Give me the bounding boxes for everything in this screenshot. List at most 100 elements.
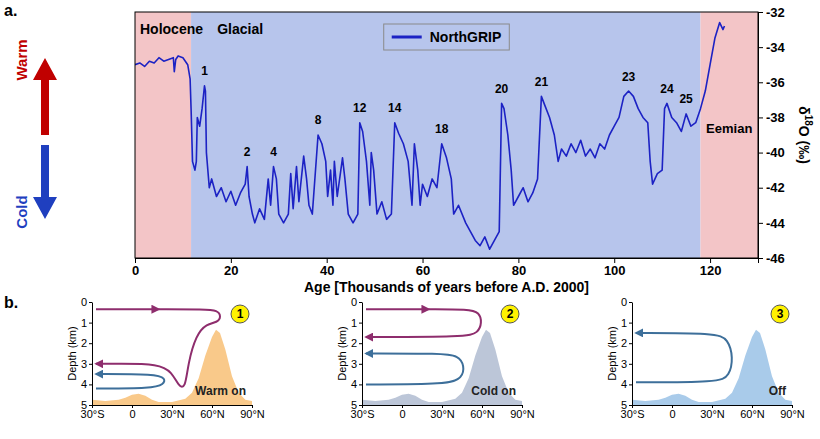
annotation: 1 [201, 64, 208, 78]
tick-mark [359, 323, 362, 324]
tick-label: 4 [351, 378, 357, 390]
badge-number: 2 [507, 307, 514, 321]
panel-label: a. [4, 2, 17, 19]
axis: 012345 [81, 296, 93, 411]
tick-label: 30°N [430, 408, 455, 420]
badge [231, 305, 249, 323]
direction-label: Warm [13, 39, 30, 80]
tick-label: 0 [129, 408, 135, 420]
plot-area [135, 12, 758, 258]
legend-box [384, 24, 510, 50]
tick-label: 60 [416, 263, 430, 278]
tick: 3 [621, 358, 632, 370]
tick-label: 80 [512, 263, 526, 278]
tick-label: 30°N [160, 408, 185, 420]
tick: 0 [621, 296, 632, 308]
region [135, 12, 191, 258]
diagram-plot-area [362, 309, 522, 405]
tick-label: 0 [399, 408, 405, 420]
tick-label: 90°N [780, 408, 805, 420]
tick-label: 5 [621, 399, 627, 411]
circulation-arrow [636, 333, 732, 382]
tick: 30°N [430, 405, 455, 420]
tick-label: 90°N [240, 408, 265, 420]
axis-line [759, 13, 764, 259]
tick: 80 [512, 258, 526, 278]
tick-mark [758, 12, 763, 13]
tick: 90°N [240, 405, 265, 420]
tick-mark [629, 323, 632, 324]
annotation: 8 [315, 113, 322, 127]
y-axis-title: Depth (km) [606, 326, 618, 380]
tick: 2 [81, 337, 92, 349]
region-label: Holocene [140, 21, 203, 37]
tick: 2 [621, 337, 632, 349]
annotation: 2 [244, 145, 251, 159]
tick: 4 [621, 378, 632, 390]
diagram-plot-area [632, 330, 792, 405]
annotation: 18 [435, 122, 449, 136]
tick: 0 [669, 405, 675, 420]
tick-label: 20 [224, 263, 238, 278]
legend: NorthGRIP [384, 24, 510, 50]
tick-label: 0 [669, 408, 675, 420]
axis-line [632, 303, 633, 406]
tick: -38 [758, 110, 785, 125]
tick-mark [758, 47, 763, 48]
tick-mark [89, 302, 92, 303]
axis-line [362, 303, 363, 406]
tick-label: -34 [766, 40, 786, 55]
tick-label: 60°N [200, 408, 225, 420]
diagram-panel: 30°S030°N60°N90°N012345Depth (km)1Warm o… [66, 296, 265, 420]
seafloor [632, 330, 792, 405]
tick: -46 [758, 251, 785, 266]
panel-title: Off [769, 384, 787, 398]
tick-mark [629, 384, 632, 385]
tick: 3 [351, 358, 362, 370]
tick: 0 [129, 405, 135, 420]
tick-label: 0 [351, 296, 357, 308]
panel-title: Cold on [471, 384, 516, 398]
tick: 4 [81, 378, 92, 390]
tick-label: -46 [766, 251, 785, 266]
diagram-panel: 30°S030°N60°N90°N012345Depth (km)3Off [606, 296, 805, 420]
tick-mark [758, 188, 763, 189]
tick-label: -40 [766, 145, 785, 160]
tick-label: 90°N [510, 408, 535, 420]
text-part: O (‰) [796, 126, 812, 164]
tick-mark [629, 364, 632, 365]
direction-arrow [33, 58, 57, 135]
tick: 90°N [510, 405, 535, 420]
region [191, 12, 700, 258]
tick: 60 [416, 258, 430, 278]
tick-label: -32 [766, 5, 785, 20]
tick-mark [89, 343, 92, 344]
tick-mark [758, 82, 763, 83]
badge-number: 1 [237, 307, 244, 321]
tick-label: 3 [81, 358, 87, 370]
y-axis-title: Depth (km) [336, 326, 348, 380]
region-label: Glacial [217, 21, 263, 37]
circulation-arrow [366, 309, 481, 337]
panel-label: b. [4, 294, 18, 311]
tick-label: 1 [621, 317, 627, 329]
annotation: 12 [353, 101, 367, 115]
tick: 1 [621, 317, 632, 329]
tick: 5 [351, 399, 362, 411]
tick-label: -42 [766, 180, 785, 195]
tick-mark [89, 364, 92, 365]
tick: 5 [81, 399, 92, 411]
tick-label: 1 [81, 317, 87, 329]
seafloor [92, 330, 252, 405]
axis: 30°S030°N60°N90°N [621, 405, 805, 420]
tick: 5 [621, 399, 632, 411]
region [700, 12, 758, 258]
annotation: 14 [388, 101, 402, 115]
annotation: 23 [622, 70, 636, 84]
tick: 90°N [780, 405, 805, 420]
tick-label: 40 [320, 263, 334, 278]
seafloor [362, 330, 522, 405]
tick: -32 [758, 5, 785, 20]
tick-label: 1 [351, 317, 357, 329]
tick-label: 60°N [470, 408, 495, 420]
